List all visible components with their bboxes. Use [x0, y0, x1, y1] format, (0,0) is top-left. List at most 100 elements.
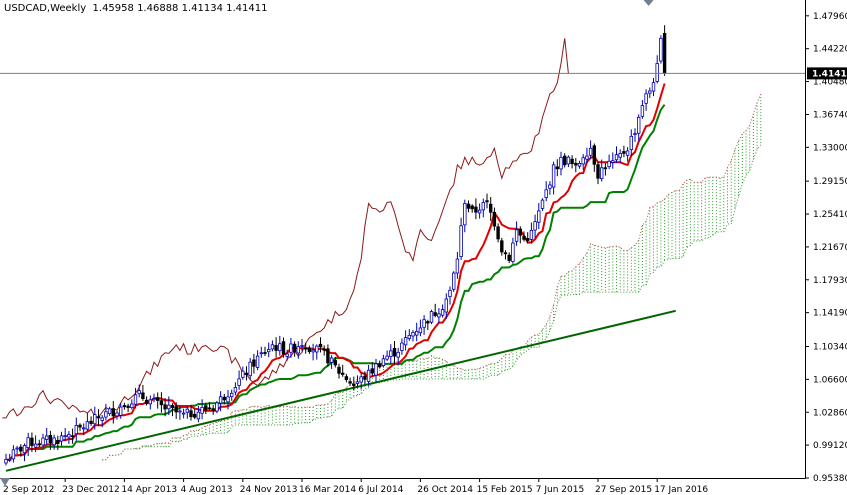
candle-body	[285, 353, 289, 357]
candle	[533, 214, 537, 239]
candle	[459, 217, 463, 260]
candle	[477, 203, 482, 219]
candle-body	[355, 381, 360, 384]
candle	[244, 366, 249, 381]
candle	[33, 435, 38, 453]
candle	[403, 330, 408, 351]
candle	[70, 428, 75, 444]
candle	[300, 339, 304, 352]
candle-body	[611, 160, 615, 163]
candle-body	[644, 93, 648, 104]
candle	[337, 363, 341, 379]
candle	[485, 193, 489, 209]
candle	[263, 346, 267, 357]
candle-body	[263, 352, 267, 354]
candle-body	[63, 435, 67, 438]
candle-body	[529, 230, 534, 240]
candle	[45, 427, 49, 445]
candle	[104, 403, 108, 421]
y-tick-label: 1.17930	[813, 276, 847, 286]
candle	[326, 344, 330, 367]
candle	[215, 400, 219, 414]
candle	[233, 382, 238, 396]
candle-body	[255, 355, 260, 368]
candle	[611, 152, 615, 169]
candle-body	[418, 327, 423, 334]
candle-body	[322, 348, 326, 351]
candle-body	[311, 349, 315, 353]
candle	[355, 375, 360, 388]
chikou-span-line	[2, 38, 569, 419]
candle	[93, 406, 97, 430]
candle	[511, 237, 515, 264]
candle-body	[70, 435, 75, 438]
candle-body	[326, 348, 330, 364]
candle-body	[303, 347, 308, 350]
candle-body	[222, 396, 226, 401]
candle	[292, 341, 297, 357]
candle	[526, 232, 530, 244]
candle-body	[152, 398, 156, 401]
candle-body	[559, 156, 563, 170]
y-tick-label: 1.10340	[813, 343, 847, 353]
candle	[466, 200, 471, 213]
x-tick-label: 27 Sep 2015	[595, 485, 652, 495]
candle-body	[625, 150, 630, 156]
x-tick-label: 4 Aug 2013	[181, 485, 233, 495]
candle-body	[618, 153, 622, 158]
candle	[566, 155, 571, 168]
candle	[259, 346, 263, 358]
candle-body	[503, 252, 508, 255]
candle-body	[300, 345, 304, 347]
candle	[407, 329, 411, 341]
candle-body	[566, 156, 571, 165]
candle	[463, 199, 467, 233]
candle	[618, 149, 622, 164]
candle	[189, 405, 193, 421]
candle	[266, 342, 271, 358]
trendline[interactable]	[5, 309, 676, 472]
candle-body	[344, 376, 349, 381]
candle-body	[488, 203, 493, 213]
candle-body	[433, 312, 437, 316]
candle-body	[451, 272, 456, 290]
candle-body	[514, 229, 519, 242]
candle	[289, 337, 293, 358]
scroll-marker-icon[interactable]	[0, 0, 654, 486]
candle-body	[577, 162, 582, 167]
ohlc-values: 1.45958 1.46888 1.41134 1.41411	[92, 3, 268, 14]
candle	[629, 129, 633, 157]
candle-body	[381, 358, 386, 367]
candle	[570, 155, 574, 169]
candle	[548, 181, 552, 195]
candle	[296, 341, 300, 359]
candle	[640, 100, 645, 119]
candle-body	[278, 343, 282, 352]
candle-body	[426, 321, 430, 324]
candle-body	[100, 417, 104, 421]
candle	[181, 408, 186, 419]
candle	[555, 159, 559, 177]
candle-body	[614, 154, 619, 161]
candle	[248, 357, 252, 380]
candle-body	[648, 90, 652, 94]
candle	[152, 393, 156, 403]
price-label-bg	[807, 67, 847, 80]
candle	[422, 315, 426, 335]
candle	[377, 360, 382, 369]
candle	[37, 439, 41, 448]
candle	[163, 398, 167, 417]
candle	[241, 366, 245, 380]
candle-body	[74, 425, 78, 435]
candle	[174, 402, 178, 419]
price-axis: 1.47960 1.44220 1.40480 1.36740 1.33000 1.291…	[805, 12, 847, 484]
candle	[4, 453, 8, 466]
candle-body	[496, 226, 500, 240]
candle-body	[207, 407, 212, 410]
candle-body	[85, 421, 90, 430]
candle	[48, 430, 53, 450]
x-tick-label: 23 Dec 2012	[62, 485, 119, 495]
candle	[514, 221, 519, 246]
candle	[56, 435, 60, 451]
